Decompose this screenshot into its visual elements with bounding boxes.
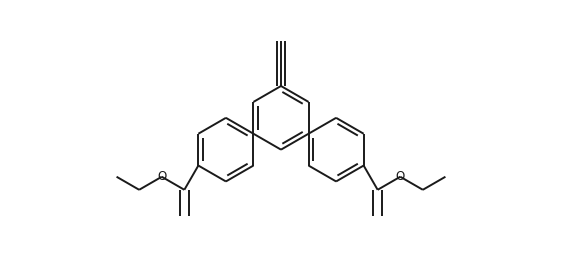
Text: O: O — [157, 170, 166, 183]
Text: O: O — [396, 170, 405, 183]
